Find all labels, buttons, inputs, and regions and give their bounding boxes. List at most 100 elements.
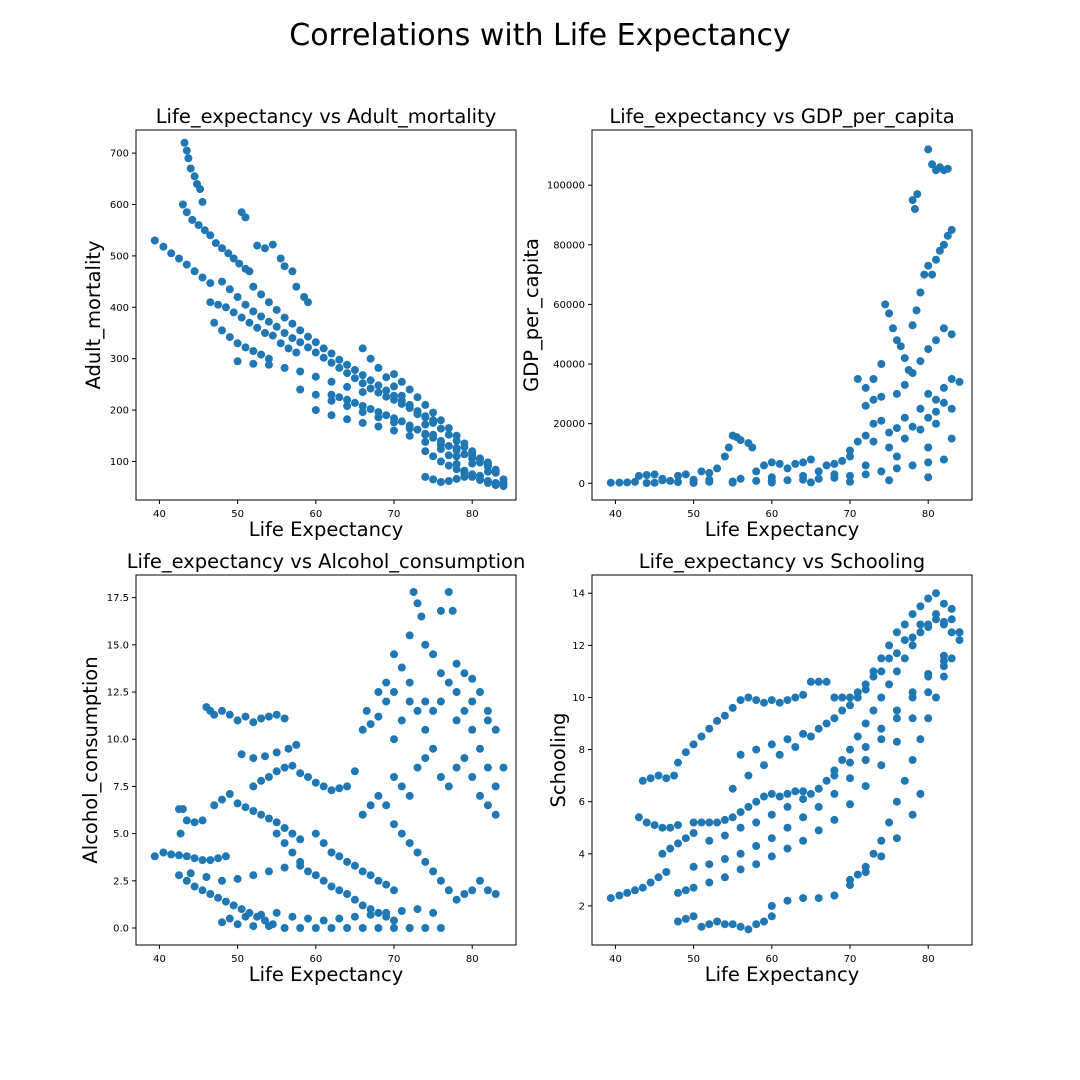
scatter-point	[296, 385, 305, 394]
y-axis-label: Alcohol_consumption	[79, 656, 102, 863]
scatter-point	[280, 714, 289, 723]
scatter-point	[791, 787, 800, 796]
scatter-point	[452, 452, 461, 461]
scatter-point	[444, 782, 453, 791]
scatter-point	[642, 479, 651, 487]
scatter-point	[390, 370, 398, 379]
scatter-point	[642, 818, 651, 827]
scatter-point	[358, 725, 367, 734]
panel-title: Life_expectancy vs Adult_mortality	[156, 105, 497, 128]
x-tick-label: 60	[309, 954, 322, 965]
scatter-point	[358, 344, 367, 353]
y-tick-label: 60000	[553, 300, 585, 311]
y-axis-ticks: 0.0 2.5 5.0 7.5 10.0 12.5 15.0 17.5	[107, 593, 136, 935]
scatter-point	[896, 342, 905, 351]
scatter-point	[233, 920, 242, 929]
scatter-point	[499, 763, 508, 772]
scatter-point	[366, 405, 375, 413]
scatter-point	[869, 395, 878, 404]
scatter-point	[799, 471, 808, 480]
y-tick-label: 2.5	[113, 876, 129, 887]
scatter-point	[799, 813, 808, 822]
scatter-point	[444, 461, 453, 470]
scatter-point	[296, 924, 305, 932]
scatter-point	[924, 443, 933, 452]
scatter-point	[943, 164, 952, 173]
scatter-point	[409, 588, 418, 596]
scatter-point	[943, 231, 952, 240]
scatter-point	[935, 246, 944, 255]
y-tick-label: 10	[572, 693, 585, 704]
scatter-point	[198, 273, 207, 282]
scatter-point	[390, 886, 398, 895]
scatter-point	[188, 215, 197, 224]
scatter-point	[296, 769, 305, 778]
scatter-point	[689, 478, 698, 487]
scatter-point	[178, 805, 187, 814]
scatter-point	[429, 744, 438, 753]
scatter-point	[681, 914, 690, 923]
scatter-point	[674, 821, 682, 830]
scatter-point	[885, 428, 894, 437]
scatter-point	[720, 815, 729, 824]
scatter-point	[705, 468, 714, 477]
scatter-point	[846, 774, 854, 783]
scatter-point	[280, 313, 289, 322]
scatter-point	[190, 882, 199, 891]
scatter-point	[916, 789, 925, 798]
scatter-point	[343, 395, 352, 404]
scatter-point	[292, 348, 301, 357]
scatter-point	[382, 392, 391, 401]
scatter-point	[908, 714, 917, 723]
scatter-point	[791, 743, 800, 751]
scatter-point	[405, 839, 414, 848]
scatter-point	[233, 293, 242, 301]
scatter-point	[760, 917, 768, 926]
scatter-point	[272, 829, 281, 838]
scatter-point	[783, 789, 792, 798]
scatter-point	[311, 338, 320, 347]
scatter-point	[421, 447, 430, 456]
scatter-point	[350, 767, 359, 776]
x-tick-label: 40	[153, 954, 166, 965]
scatter-point	[429, 408, 438, 417]
scatter-point	[908, 810, 917, 819]
x-tick-label: 50	[231, 509, 244, 520]
scatter-point	[892, 706, 901, 715]
scatter-point	[327, 786, 336, 795]
scatter-point	[783, 735, 792, 744]
scatter-point	[713, 818, 722, 827]
scatter-point	[775, 792, 784, 801]
scatter-point	[257, 714, 266, 723]
scatter-point	[190, 267, 199, 276]
scatter-point	[877, 467, 886, 476]
y-tick-label: 7.5	[113, 782, 129, 793]
scatter-point	[748, 443, 757, 452]
scatter-point	[752, 467, 761, 476]
scatter-point	[292, 282, 301, 291]
scatter-point	[939, 455, 948, 464]
scatter-point	[159, 242, 168, 251]
scatter-point	[327, 411, 336, 420]
scatter-point	[405, 631, 414, 640]
scatter-point	[491, 810, 500, 819]
x-axis-ticks: 40 50 60 70 80	[153, 945, 479, 965]
scatter-point	[421, 437, 430, 446]
scatter-point	[916, 288, 925, 297]
x-tick-label: 70	[844, 509, 857, 520]
scatter-point	[767, 740, 776, 749]
scatter-point	[429, 650, 438, 659]
y-axis-label: Schooling	[547, 713, 570, 808]
scatter-point	[261, 244, 269, 253]
scatter-point	[390, 688, 398, 696]
scatter-point	[955, 628, 964, 637]
scatter-point	[280, 863, 289, 872]
scatter-point	[421, 472, 430, 481]
scatter-points	[150, 138, 508, 491]
scatter-point	[452, 895, 461, 904]
scatter-point	[335, 784, 344, 793]
scatter-point	[892, 667, 901, 676]
scatter-point	[390, 418, 398, 427]
scatter-point	[311, 406, 320, 415]
scatter-point	[225, 914, 234, 923]
